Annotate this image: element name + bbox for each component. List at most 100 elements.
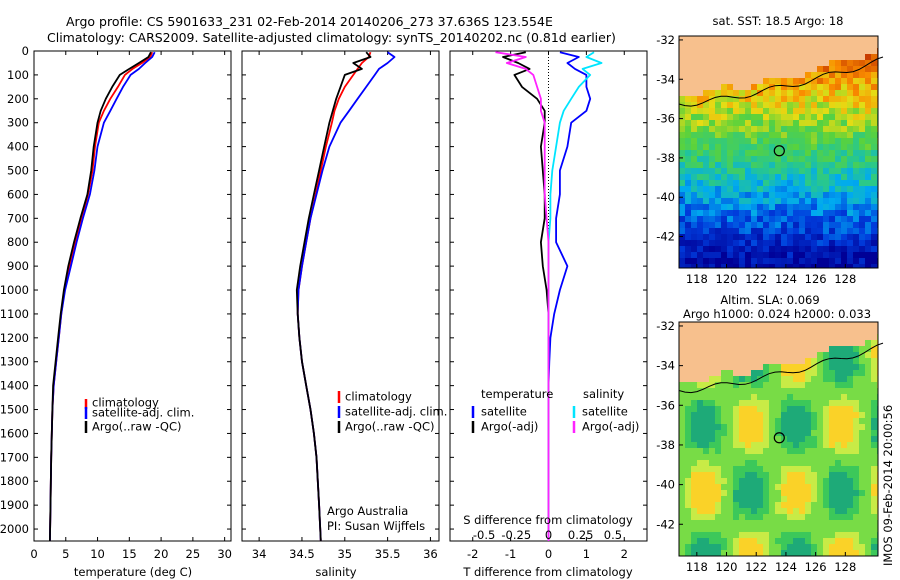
land-cell [703,370,709,376]
ocean-cell [739,246,745,252]
ocean-cell [781,138,787,144]
ocean-cell [847,66,853,72]
ocean-cell [685,162,691,168]
ocean-cell [745,448,751,454]
ocean-cell [739,532,745,538]
ocean-cell [727,150,733,156]
ocean-cell [847,204,853,210]
land-cell [787,60,793,66]
ocean-cell [757,84,763,90]
ocean-cell [697,550,703,556]
ocean-cell [799,496,805,502]
land-cell [775,328,781,334]
ocean-cell [763,550,769,556]
imos-timestamp-label: IMOS 09-Feb-2014 20:00:56 [881,405,895,566]
land-cell [781,358,787,364]
ocean-cell [733,126,739,132]
land-cell [745,346,751,352]
ocean-cell [721,114,727,120]
land-cell [781,334,787,340]
ocean-cell [733,478,739,484]
ocean-cell [703,264,709,268]
ocean-cell [841,126,847,132]
ocean-cell [871,346,877,352]
ocean-cell [817,538,823,544]
ocean-cell [781,102,787,108]
ocean-cell [853,198,859,204]
legend-t-argo-label: Argo(-adj) [481,420,538,434]
ocean-cell [715,102,721,108]
ocean-cell [871,340,877,346]
land-cell [733,370,739,376]
ocean-cell [787,460,793,466]
ocean-cell [709,418,715,424]
ocean-cell [817,66,823,72]
ocean-cell [835,198,841,204]
land-cell [811,340,817,346]
ocean-cell [865,376,871,382]
ocean-cell [841,228,847,234]
ocean-cell [799,210,805,216]
ocean-cell [841,400,847,406]
ocean-cell [787,78,793,84]
ocean-cell [751,472,757,478]
ocean-cell [793,424,799,430]
ocean-cell [763,466,769,472]
ocean-cell [853,424,859,430]
ocean-cell [751,370,757,376]
ocean-cell [859,544,865,550]
ocean-cell [859,376,865,382]
ocean-cell [727,520,733,526]
ocean-cell [805,78,811,84]
ocean-cell [829,442,835,448]
ocean-cell [829,126,835,132]
ocean-cell [847,394,853,400]
ocean-cell [805,412,811,418]
ocean-cell [853,370,859,376]
land-cell [721,352,727,358]
ocean-cell [859,490,865,496]
ocean-cell [823,192,829,198]
land-cell [709,42,715,48]
land-cell [787,54,793,60]
ocean-cell [739,168,745,174]
ocean-cell [709,508,715,514]
land-cell [793,36,799,42]
ocean-cell [763,126,769,132]
ocean-cell [871,84,877,90]
land-cell [709,72,715,78]
ocean-cell [847,60,853,66]
ocean-cell [739,132,745,138]
land-cell [679,370,685,376]
ocean-cell [769,198,775,204]
ocean-cell [781,364,787,370]
ocean-cell [691,484,697,490]
ocean-cell [847,508,853,514]
ocean-cell [709,234,715,240]
ocean-cell [793,120,799,126]
ocean-cell [745,198,751,204]
ocean-cell [721,174,727,180]
ocean-cell [799,532,805,538]
ocean-cell [835,96,841,102]
ocean-cell [727,144,733,150]
ocean-cell [847,258,853,264]
ocean-cell [805,258,811,264]
ocean-cell [823,210,829,216]
ocean-cell [727,478,733,484]
ocean-cell [799,84,805,90]
ocean-cell [811,228,817,234]
ocean-cell [847,538,853,544]
ocean-cell [757,412,763,418]
ocean-cell [787,442,793,448]
land-cell [775,334,781,340]
ocean-cell [721,168,727,174]
land-cell [841,42,847,48]
land-cell [709,340,715,346]
depth-tick-label: 2000 [0,522,29,536]
ocean-cell [685,484,691,490]
land-cell [733,42,739,48]
ocean-cell [709,412,715,418]
ocean-cell [841,168,847,174]
ocean-cell [811,90,817,96]
